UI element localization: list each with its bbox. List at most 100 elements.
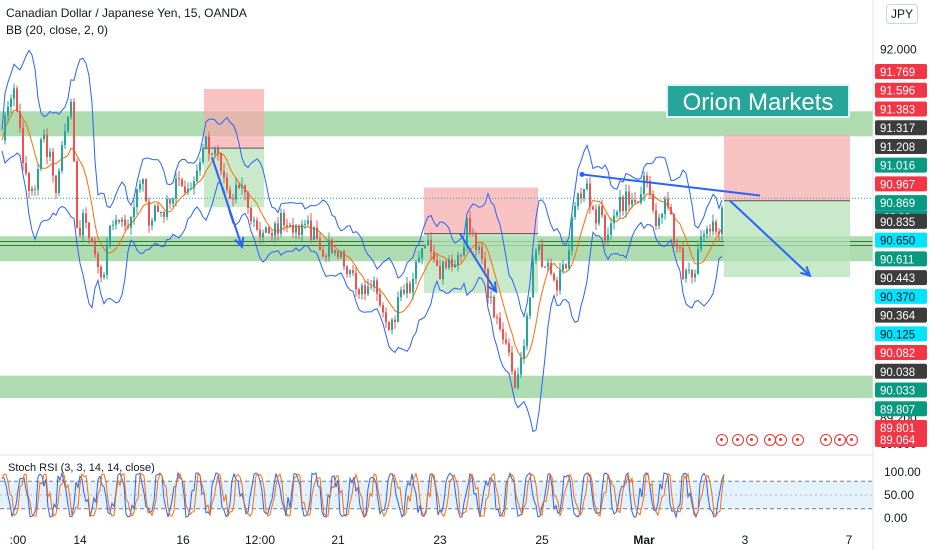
price-badge-label: 91.383 <box>880 104 915 116</box>
watermark-logo: Orion Markets <box>666 84 850 118</box>
time-tick-label: 25 <box>535 533 549 547</box>
candle-body <box>634 199 636 203</box>
candle-body <box>346 266 348 275</box>
candle-body <box>262 232 264 238</box>
candle-body <box>355 273 357 290</box>
candle-body <box>442 261 444 280</box>
candle-body <box>718 231 720 234</box>
candle-body <box>412 278 414 293</box>
candle-body <box>319 238 321 250</box>
indicator-legend[interactable]: BB (20, close, 2, 0) <box>6 23 109 37</box>
candle-body <box>238 184 240 188</box>
time-tick-label: 3 <box>741 533 749 547</box>
time-tick-label: 14 <box>73 533 87 547</box>
candle-body <box>583 188 585 199</box>
symbol-title[interactable]: Canadian Dollar / Japanese Yen, 15, OAND… <box>6 6 247 20</box>
event-flag-icon[interactable] <box>834 434 846 446</box>
candle-body <box>175 178 177 199</box>
candle-body <box>358 289 360 295</box>
price-badge-label: 90.038 <box>880 367 915 379</box>
candle-body <box>397 297 399 323</box>
candle-body <box>361 285 363 295</box>
candle-body <box>79 227 81 236</box>
candle-body <box>10 98 12 107</box>
candle-body <box>19 111 21 128</box>
candle-body <box>58 170 60 194</box>
candle-body <box>187 188 189 193</box>
candle-body <box>511 352 513 372</box>
bb-lower-line <box>1 150 723 433</box>
event-flag-icon[interactable] <box>732 434 744 446</box>
rsi-tick-label: 0.00 <box>884 511 908 525</box>
candle-body <box>241 185 243 188</box>
candle-body <box>331 239 333 254</box>
candle-body <box>205 136 207 148</box>
event-flag-icon[interactable] <box>775 434 787 446</box>
candle-body <box>364 285 366 294</box>
candle-body <box>517 374 519 388</box>
event-flag-icon[interactable] <box>820 434 832 446</box>
price-badge <box>875 101 927 117</box>
price-badge <box>875 420 927 435</box>
event-flag-icon[interactable] <box>846 434 858 446</box>
candle-body <box>133 207 135 218</box>
trendline-3 <box>581 173 761 197</box>
candle-body <box>7 106 9 116</box>
candle-body <box>646 175 648 181</box>
price-badge <box>875 64 927 79</box>
candle-body <box>103 274 105 278</box>
candle-body <box>121 219 123 222</box>
candle-body <box>607 234 609 241</box>
candle-body <box>673 214 675 244</box>
price-tick-label: 92.000 <box>880 42 917 56</box>
time-tick-label: 21 <box>331 533 345 547</box>
candle-body <box>421 248 423 258</box>
rsi-indicator-legend[interactable]: Stoch RSI (3, 3, 14, 14, close) <box>8 462 155 474</box>
candle-body <box>199 162 201 171</box>
candle-body <box>259 229 261 238</box>
currency-button[interactable]: JPY <box>886 4 918 24</box>
stoch-rsi-pane <box>0 471 873 519</box>
candle-body <box>97 254 99 267</box>
position-risk-box-1 <box>424 187 538 234</box>
price-badge <box>875 138 927 154</box>
candle-body <box>676 243 678 248</box>
candle-body <box>373 280 375 287</box>
event-flag-icon[interactable] <box>716 434 728 446</box>
candle-body <box>157 205 159 213</box>
candle-body <box>4 115 6 141</box>
sr-zone-2 <box>0 375 873 399</box>
price-badge <box>875 82 927 98</box>
price-badge <box>875 288 927 304</box>
price-badge <box>875 251 927 267</box>
candle-body <box>310 220 312 240</box>
candle-body <box>562 264 564 271</box>
candle-body <box>226 177 228 190</box>
candle-body <box>709 228 711 232</box>
candle-body <box>322 249 324 257</box>
event-flag-icon[interactable] <box>792 434 804 446</box>
price-badge-label: 90.835 <box>880 217 915 229</box>
candle-body <box>649 180 651 194</box>
price-badge <box>875 120 927 136</box>
candle-body <box>478 246 480 250</box>
candle-body <box>196 170 198 182</box>
candle-body <box>622 196 624 212</box>
event-flag-icon[interactable] <box>746 434 758 446</box>
candlesticks <box>4 83 723 390</box>
candle-body <box>28 173 30 192</box>
candle-body <box>580 193 582 199</box>
candle-body <box>88 222 90 239</box>
candle-body <box>460 255 462 257</box>
candle-body <box>595 209 597 224</box>
candle-body <box>436 259 438 266</box>
candle-body <box>493 296 495 318</box>
candle-body <box>448 259 450 268</box>
time-tick-label: Mar <box>633 533 655 547</box>
candle-body <box>178 178 180 180</box>
candle-body <box>577 193 579 206</box>
candle-body <box>613 215 615 224</box>
time-tick-label: 16 <box>176 533 190 547</box>
candle-body <box>220 153 222 171</box>
